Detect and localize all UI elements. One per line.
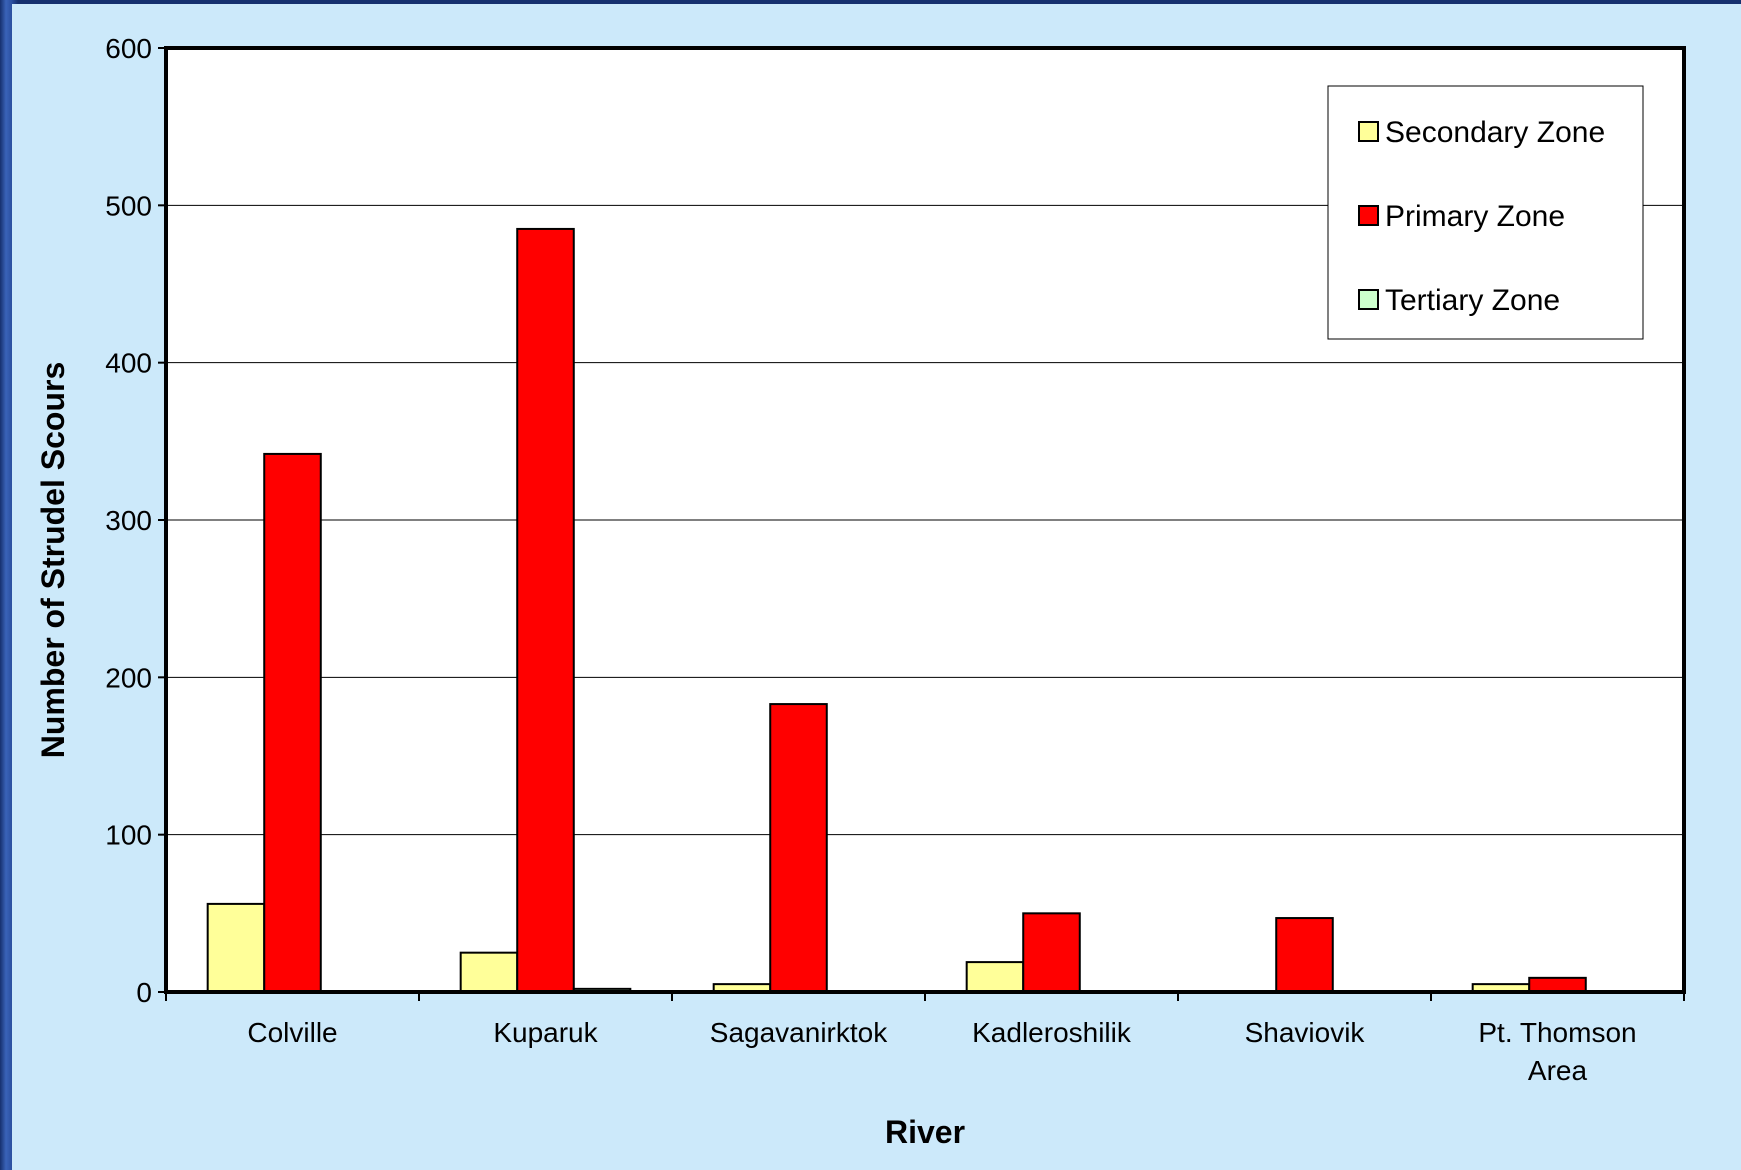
- x-tick-label: Pt. Thomson: [1478, 1017, 1636, 1048]
- x-axis-ticks: Colville Kuparuk Sagavanirktok Kadleroshili…: [165, 992, 1685, 1086]
- legend: Secondary Zone Primary Zone Tertiary Zone: [1327, 85, 1644, 340]
- legend-label: Secondary Zone: [1385, 116, 1605, 149]
- y-tick-label: 600: [105, 33, 152, 64]
- y-tick-label: 400: [105, 348, 152, 379]
- legend-swatch: [1358, 205, 1379, 226]
- x-tick-label: Colville: [247, 1017, 337, 1048]
- x-tick-label: Area: [1528, 1055, 1588, 1086]
- x-axis-title: River: [885, 1114, 965, 1150]
- bar: [516, 227, 575, 993]
- y-tick-label: 500: [105, 190, 152, 221]
- y-tick-label: 300: [105, 505, 152, 536]
- bar: [769, 703, 828, 994]
- bar: [965, 961, 1025, 994]
- x-tick-label: Sagavanirktok: [710, 1017, 888, 1048]
- x-tick-label: Kuparuk: [493, 1017, 598, 1048]
- legend-swatch: [1358, 289, 1379, 310]
- y-tick-label: 100: [105, 820, 152, 851]
- bar-chart: 0 100 200 300 400 500 600 Colville Kuparuk Sagav…: [35, 33, 1686, 1150]
- y-tick-label: 200: [105, 662, 152, 693]
- bar: [263, 452, 322, 994]
- y-axis-title: Number of Strudel Scours: [35, 362, 71, 759]
- bar: [459, 951, 519, 994]
- y-tick-label: 0: [136, 977, 152, 1008]
- x-tick-label: Shaviovik: [1245, 1017, 1366, 1048]
- y-axis-ticks: 0 100 200 300 400 500 600: [105, 33, 166, 1008]
- legend-label: Primary Zone: [1385, 200, 1565, 233]
- bar: [206, 902, 266, 993]
- legend-swatch: [1358, 121, 1379, 142]
- legend-box: [1327, 85, 1644, 340]
- legend-label: Tertiary Zone: [1385, 284, 1560, 317]
- bar: [1275, 917, 1334, 994]
- bars: [206, 227, 1644, 994]
- chart-panel: 0 100 200 300 400 500 600 Colville Kuparuk Sagav…: [12, 4, 1741, 1170]
- x-tick-label: Kadleroshilik: [972, 1017, 1132, 1048]
- bar: [1022, 912, 1081, 993]
- bar: [1528, 976, 1587, 994]
